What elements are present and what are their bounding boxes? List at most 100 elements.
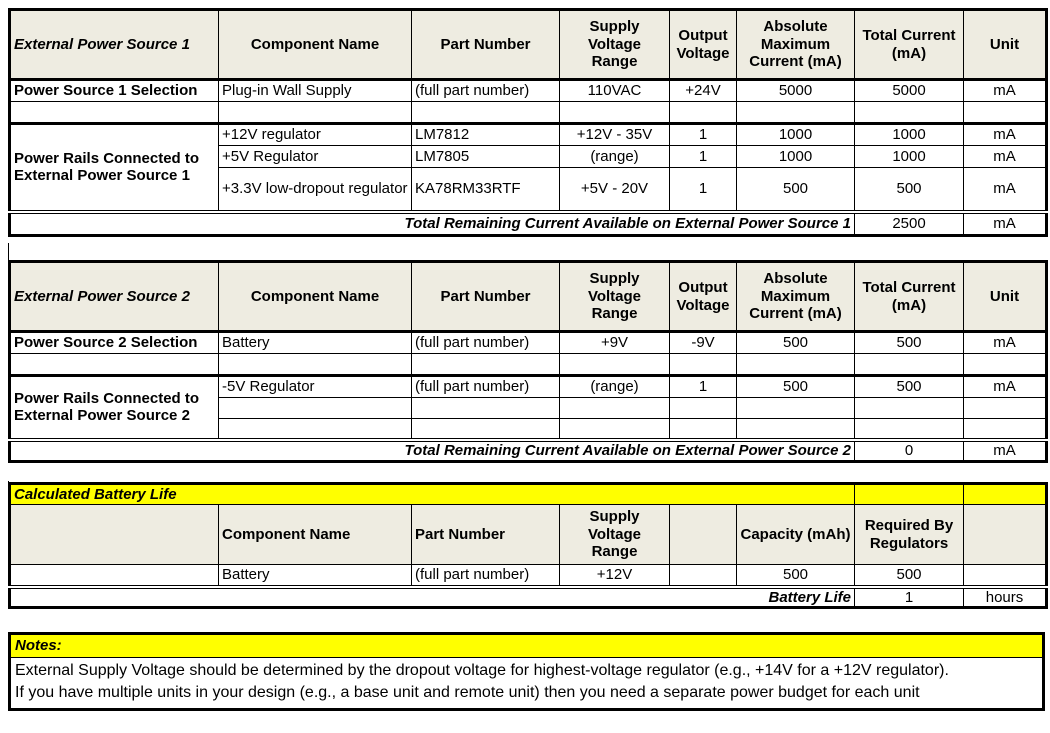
cell-unit[interactable]: mA <box>963 79 1047 102</box>
cell-part-number[interactable]: (full part number) <box>411 564 560 587</box>
empty-cell[interactable] <box>736 418 855 440</box>
cell-abs-max-current[interactable]: 500 <box>736 375 855 398</box>
cell-total-current[interactable]: 500 <box>854 375 964 398</box>
empty-cell[interactable] <box>411 101 560 125</box>
eps2-header-row: External Power Source 2 Component Name P… <box>9 261 1047 333</box>
cell-component[interactable]: Battery <box>218 331 412 354</box>
empty-cell[interactable] <box>218 101 412 125</box>
empty-cell[interactable] <box>736 353 855 377</box>
empty-cell[interactable] <box>411 418 560 440</box>
empty-cell[interactable] <box>218 353 412 377</box>
empty-cell[interactable] <box>963 397 1047 419</box>
empty-cell[interactable] <box>854 397 964 419</box>
cell-output-voltage[interactable]: 1 <box>669 375 737 398</box>
row-label: Power Source 2 Selection <box>9 331 219 354</box>
cell-component[interactable]: +3.3V low-dropout regulator <box>218 167 412 212</box>
empty-cell[interactable] <box>411 353 560 377</box>
empty-cell[interactable] <box>669 397 737 419</box>
total-unit[interactable]: mA <box>963 209 1047 236</box>
total-value[interactable]: 0 <box>854 437 964 462</box>
empty-cell[interactable] <box>854 483 965 505</box>
cell-component[interactable]: -5V Regulator <box>218 375 412 398</box>
cell-abs-max-current[interactable]: 1000 <box>736 123 855 146</box>
total-value[interactable]: 2500 <box>854 209 964 236</box>
empty-cell[interactable] <box>559 353 670 377</box>
cell-capacity[interactable]: 500 <box>735 564 856 587</box>
battery-life-title-row: Calculated Battery Life <box>8 483 1048 505</box>
cell-total-current[interactable]: 500 <box>854 331 964 354</box>
cell-part-number[interactable]: (full part number) <box>411 375 560 398</box>
eps1-rail-row: Power Rails Connected to External Power … <box>9 123 1047 212</box>
cell-part-number[interactable]: LM7812 <box>411 123 560 146</box>
notes-title: Notes: <box>11 635 1042 659</box>
cell-component[interactable]: +12V regulator <box>218 123 412 146</box>
cell-unit[interactable]: mA <box>963 331 1047 354</box>
cell-output-voltage[interactable]: 1 <box>669 167 737 212</box>
cell-supply-range[interactable]: +12V <box>559 564 670 587</box>
empty-cell[interactable] <box>9 353 219 377</box>
battery-life-header-row: Component Name Part Number Supply Voltag… <box>9 504 1048 565</box>
total-value[interactable]: 1 <box>854 584 965 609</box>
note-line: If you have multiple units in your desig… <box>15 684 920 702</box>
header-unit: Unit <box>963 261 1047 333</box>
empty-cell[interactable] <box>854 101 964 125</box>
empty-header-cell <box>669 504 737 565</box>
empty-cell[interactable] <box>669 353 737 377</box>
cell-supply-range[interactable]: +5V - 20V <box>559 167 670 212</box>
empty-cell[interactable] <box>559 101 670 125</box>
eps2-rail-row <box>10 418 1047 440</box>
empty-cell[interactable] <box>963 418 1047 440</box>
total-unit[interactable]: hours <box>963 584 1048 609</box>
cell-part-number[interactable]: KA78RM33RTF <box>411 167 560 212</box>
cell-component[interactable]: +5V Regulator <box>218 145 412 168</box>
cell-component[interactable]: Battery <box>218 564 412 587</box>
empty-cell[interactable] <box>963 483 1048 505</box>
cell-abs-max-current[interactable]: 5000 <box>736 79 855 102</box>
cell-unit[interactable]: mA <box>963 375 1047 398</box>
empty-cell[interactable] <box>218 418 412 440</box>
empty-cell[interactable] <box>9 564 219 587</box>
empty-cell[interactable] <box>669 418 737 440</box>
battery-row: Battery (full part number) +12V 500 500 <box>9 564 1048 587</box>
cell-unit[interactable]: mA <box>963 145 1047 168</box>
empty-cell[interactable] <box>559 418 670 440</box>
cell-supply-range[interactable]: +12V - 35V <box>559 123 670 146</box>
cell-total-current[interactable]: 500 <box>854 167 964 212</box>
cell-output-voltage[interactable]: -9V <box>669 331 737 354</box>
empty-cell[interactable] <box>854 418 964 440</box>
cell-supply-range[interactable]: (range) <box>559 375 670 398</box>
cell-output-voltage[interactable]: 1 <box>669 145 737 168</box>
empty-cell[interactable] <box>963 564 1048 587</box>
empty-cell[interactable] <box>736 101 855 125</box>
empty-cell[interactable] <box>854 353 964 377</box>
cell-abs-max-current[interactable]: 500 <box>736 167 855 212</box>
empty-cell[interactable] <box>9 101 219 125</box>
empty-cell[interactable] <box>559 397 670 419</box>
cell-unit[interactable]: mA <box>963 123 1047 146</box>
cell-required[interactable]: 500 <box>854 564 965 587</box>
empty-cell[interactable] <box>218 397 412 419</box>
cell-output-voltage[interactable]: 1 <box>669 123 737 146</box>
eps2-total-row: Total Remaining Current Available on Ext… <box>9 437 1047 462</box>
empty-cell[interactable] <box>411 397 560 419</box>
total-unit[interactable]: mA <box>963 437 1047 462</box>
cell-unit[interactable]: mA <box>963 167 1047 212</box>
empty-cell[interactable] <box>963 101 1047 125</box>
cell-part-number[interactable]: (full part number) <box>411 79 560 102</box>
cell-abs-max-current[interactable]: 500 <box>736 331 855 354</box>
empty-cell[interactable] <box>669 564 737 587</box>
cell-part-number[interactable]: LM7805 <box>411 145 560 168</box>
cell-total-current[interactable]: 1000 <box>854 123 964 146</box>
cell-supply-range[interactable]: 110VAC <box>559 79 670 102</box>
cell-total-current[interactable]: 1000 <box>854 145 964 168</box>
empty-cell[interactable] <box>963 353 1047 377</box>
cell-supply-range[interactable]: +9V <box>559 331 670 354</box>
cell-output-voltage[interactable]: +24V <box>669 79 737 102</box>
cell-component[interactable]: Plug-in Wall Supply <box>218 79 412 102</box>
empty-cell[interactable] <box>669 101 737 125</box>
cell-part-number[interactable]: (full part number) <box>411 331 560 354</box>
cell-total-current[interactable]: 5000 <box>854 79 964 102</box>
empty-cell[interactable] <box>736 397 855 419</box>
cell-supply-range[interactable]: (range) <box>559 145 670 168</box>
cell-abs-max-current[interactable]: 1000 <box>736 145 855 168</box>
